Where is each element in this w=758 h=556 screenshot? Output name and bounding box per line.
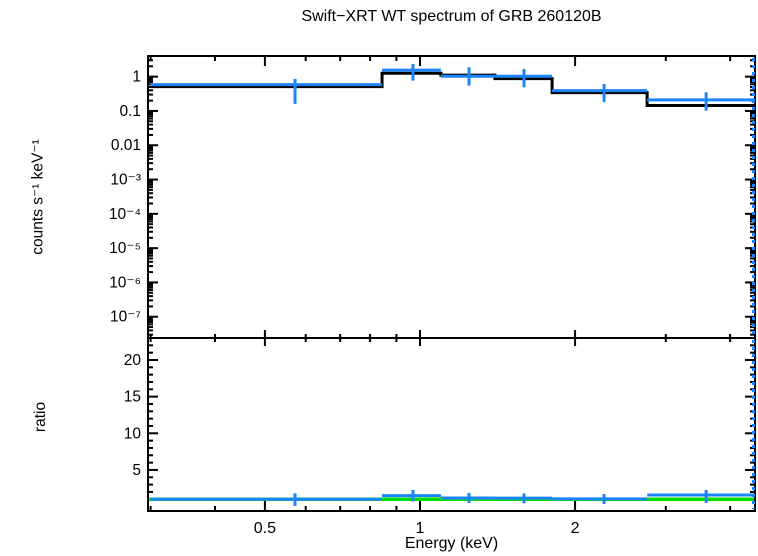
svg-text:0.5: 0.5 [254,520,276,537]
chart-title: Swift−XRT WT spectrum of GRB 260120B [301,8,602,25]
svg-text:5: 5 [132,462,141,479]
svg-text:10⁻⁴: 10⁻⁴ [109,206,141,223]
svg-text:15: 15 [124,389,141,406]
svg-text:20: 20 [124,352,142,369]
svg-text:0.01: 0.01 [111,137,141,154]
svg-text:0.1: 0.1 [119,103,141,120]
svg-text:2: 2 [571,520,580,537]
svg-text:1: 1 [416,520,425,537]
y-axis-label-counts: counts s⁻¹ keV⁻¹ [29,139,47,255]
svg-text:10⁻⁶: 10⁻⁶ [109,274,141,291]
svg-text:10⁻⁵: 10⁻⁵ [109,240,141,257]
svg-text:10⁻³: 10⁻³ [110,172,141,189]
svg-text:10: 10 [124,425,142,442]
svg-text:10⁻⁷: 10⁻⁷ [110,309,141,326]
x-axis-label-energy: Energy (keV) [404,535,499,552]
y-axis-label-ratio: ratio [32,401,49,433]
svg-text:1: 1 [132,69,141,86]
